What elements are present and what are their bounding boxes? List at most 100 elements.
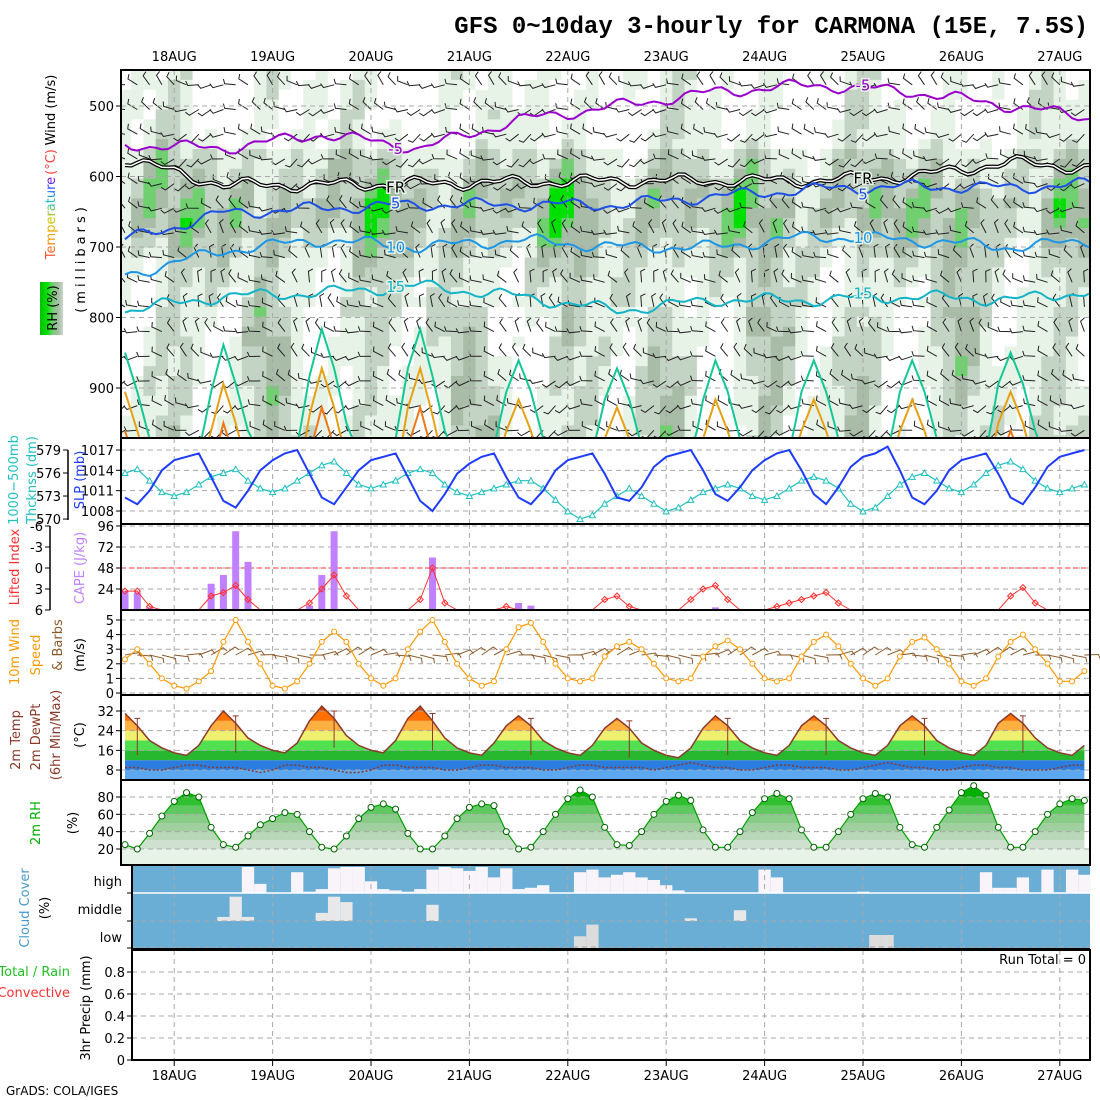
wind-barb	[961, 158, 975, 168]
wind-barb	[665, 405, 679, 414]
rh-cell	[475, 237, 489, 249]
rh-marker	[933, 823, 941, 831]
rh-cell	[770, 129, 784, 140]
wind-barb	[516, 403, 532, 409]
rh-cell	[1016, 149, 1030, 160]
rh-cell	[204, 198, 218, 209]
rh-cell	[121, 99, 132, 110]
rh-cell	[143, 395, 156, 407]
rh-cell	[635, 208, 648, 219]
rh-cell	[832, 129, 845, 140]
rh-cell	[598, 79, 612, 91]
wind-barb	[883, 218, 889, 234]
rh-cell	[303, 257, 316, 268]
rh-cell	[352, 158, 366, 170]
lifted-index-label: Lifted Index	[8, 528, 23, 605]
rh-cell	[254, 109, 267, 120]
rh-cell	[573, 306, 587, 318]
wind-barb	[849, 109, 864, 117]
rh-cell	[709, 316, 722, 328]
date-label-bottom: 24AUG	[742, 1069, 787, 1084]
rh-cell	[438, 306, 452, 318]
rh-cell	[967, 356, 981, 367]
rh-cell	[684, 395, 698, 407]
rh-cell	[869, 395, 882, 407]
rh-cell	[1041, 336, 1054, 347]
wind-barb	[369, 229, 384, 235]
rh-cell	[783, 139, 796, 150]
rh-cell	[315, 306, 329, 318]
rh-cell	[709, 326, 722, 337]
rh-cell	[979, 257, 993, 268]
wind-barb	[1070, 404, 1085, 410]
rh-marker	[736, 828, 744, 836]
rh-cell	[672, 316, 685, 328]
rh-cell	[819, 326, 833, 337]
rh-cell	[623, 208, 636, 219]
rh-cell	[930, 119, 944, 130]
wind-barb	[151, 321, 163, 333]
rh-cell	[573, 257, 587, 268]
rh-cell	[487, 257, 501, 268]
rh-cell	[229, 257, 243, 268]
date-label-bottom: 27AUG	[1037, 1069, 1082, 1084]
rh-cell	[819, 267, 833, 278]
rh-cell	[893, 228, 907, 239]
rh-cell	[475, 89, 489, 101]
rh-cell	[561, 79, 575, 91]
wind-barb	[406, 183, 421, 190]
rh-cell	[930, 297, 944, 308]
wind-barb	[1065, 342, 1073, 357]
rh-cell	[1041, 237, 1054, 249]
rh-cell	[377, 425, 390, 436]
rh-cell	[1016, 297, 1030, 308]
rh-cell	[438, 316, 452, 328]
temp2m-units: (°C)	[73, 722, 88, 748]
wind-barb	[680, 123, 692, 135]
wind-barb	[959, 183, 974, 189]
wind-barb	[874, 153, 888, 160]
rh-cell	[635, 188, 648, 199]
rh-cell	[1041, 326, 1054, 337]
rh-cell	[992, 109, 1005, 120]
cloud-cover-units: (%)	[38, 897, 53, 920]
rh-cell	[819, 336, 833, 347]
wind-barb	[344, 328, 359, 334]
rh-cell	[918, 287, 931, 298]
wind-barb	[444, 405, 458, 414]
wind-barb	[151, 297, 163, 308]
lifted-index-marker	[834, 599, 843, 607]
wind-barb	[137, 275, 150, 283]
rh-cell	[217, 198, 230, 209]
rh-cell	[746, 316, 759, 328]
rh-cell	[733, 109, 747, 120]
rh-cell	[758, 109, 771, 120]
wind-barb	[1002, 269, 1011, 283]
rh-cell	[746, 326, 759, 337]
rh-cell	[979, 158, 993, 170]
rh-cell	[327, 129, 341, 140]
wind-barb	[827, 249, 839, 259]
rh-cell	[254, 435, 267, 438]
cloud-high-bar	[340, 867, 353, 893]
wind-barb	[261, 297, 273, 308]
thickness-marker	[625, 484, 634, 492]
rh-cell	[450, 89, 464, 101]
rh-cell	[254, 139, 267, 150]
rh-cell	[672, 188, 685, 199]
wind-barb	[625, 292, 631, 308]
rh-cell	[487, 208, 501, 219]
rh-cell	[733, 70, 747, 81]
rh-cell	[1029, 415, 1042, 426]
rh-cell	[869, 139, 882, 150]
rh-cell	[121, 405, 132, 416]
rh-cell	[930, 287, 944, 298]
rh-cell	[143, 198, 156, 209]
rh-cell	[180, 79, 193, 91]
rh-cell	[340, 188, 353, 199]
rh-cell	[844, 336, 858, 347]
rh-cell	[487, 356, 501, 367]
wind-barb	[764, 429, 778, 438]
temperature-label: Temperature	[44, 177, 59, 260]
wind-barb	[418, 84, 433, 89]
